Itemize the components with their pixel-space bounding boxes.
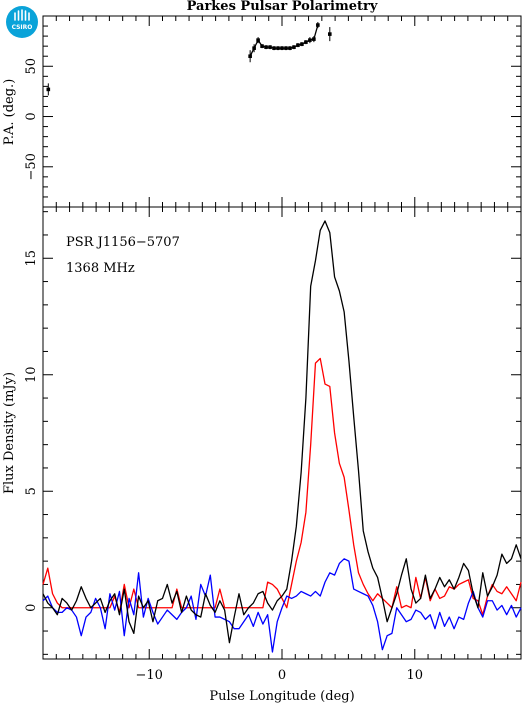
pa-ticks: −50 0 50 (24, 15, 522, 208)
pa-ytick-label: 50 (24, 58, 39, 75)
linear-polarization-line (42, 357, 522, 616)
chart-title: Parkes Pulsar Polarimetry (187, 0, 378, 14)
flux-xtick-label: 0 (278, 668, 286, 683)
pa-points (46, 22, 332, 96)
csiro-logo-circle (6, 6, 38, 38)
pa-ytick-label: 0 (24, 112, 39, 120)
pa-point (46, 87, 51, 92)
flux-ticks: −10 0 10 0 5 10 15 (24, 207, 522, 683)
flux-ytick-label: 10 (24, 366, 39, 383)
flux-xlabel: Pulse Longitude (deg) (209, 689, 354, 704)
flux-lines (42, 220, 522, 653)
pa-curve (249, 24, 319, 57)
flux-xtick-label: −10 (136, 668, 163, 683)
circular-polarization-line (42, 558, 522, 653)
csiro-logo: CSIRO (6, 6, 38, 38)
pa-point (328, 32, 332, 36)
total-intensity-line (42, 220, 522, 644)
pa-ytick-label: −50 (24, 153, 39, 180)
pa-ylabel: P.A. (deg.) (2, 79, 17, 146)
flux-ytick-label: 15 (24, 250, 39, 267)
pa-panel-frame (42, 15, 522, 208)
flux-ytick-label: 0 (24, 604, 39, 612)
pulsar-name-annotation: PSR J1156−5707 (66, 235, 180, 250)
flux-ylabel: Flux Density (mJy) (2, 372, 17, 494)
flux-xtick-label: 10 (407, 668, 424, 683)
pa-point (316, 23, 320, 27)
frequency-annotation: 1368 MHz (66, 261, 135, 276)
flux-panel: −10 0 10 0 5 10 15 PSR J1156−5707 1368 MHz Flu… (2, 206, 522, 704)
csiro-logo-text: CSIRO (12, 24, 33, 31)
csiro-logo-bars (14, 9, 30, 21)
pa-panel: −50 0 50 P.A. (deg.) (2, 15, 522, 208)
flux-ytick-label: 5 (24, 487, 39, 495)
